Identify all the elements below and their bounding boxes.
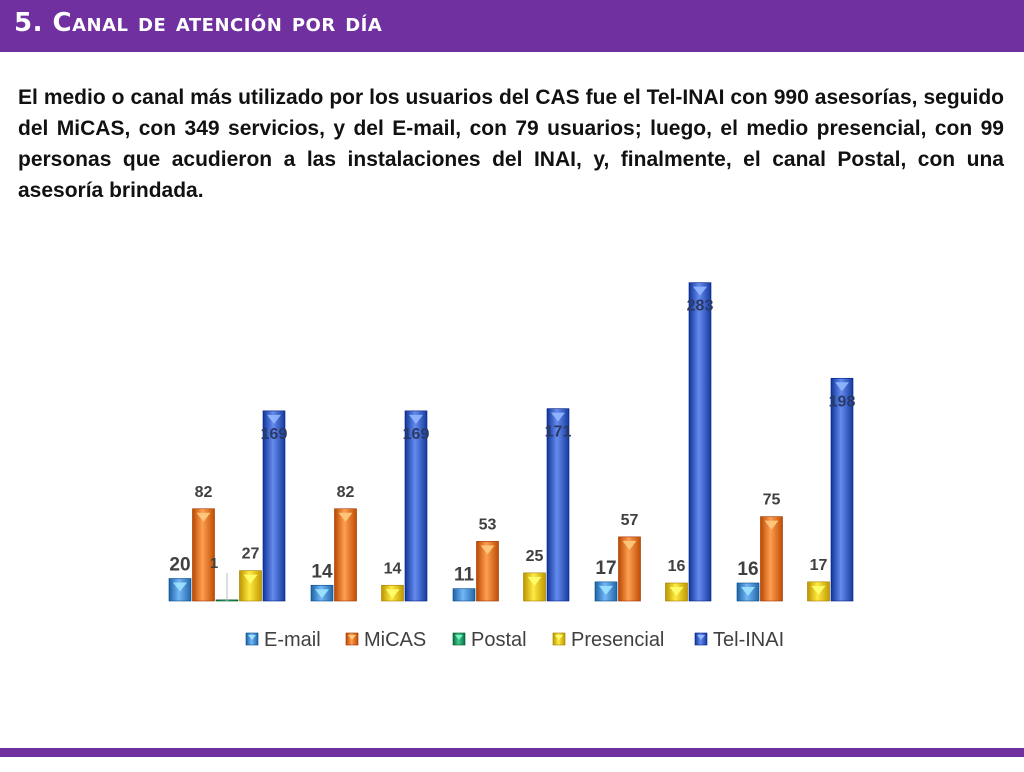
bar-bevel: [196, 512, 211, 522]
bar-tel-inai-2: [404, 410, 428, 602]
legend-label-postal: Postal: [471, 629, 527, 651]
value-label-tel-inai-1: 169: [261, 426, 288, 443]
bar-bevel: [315, 589, 329, 599]
legend-label-micas: MiCAS: [364, 629, 426, 651]
value-label-email-4: 17: [595, 558, 616, 579]
value-label-email-5: 16: [737, 559, 758, 580]
value-label-micas-2: 82: [337, 484, 355, 501]
value-label-tel-inai-3: 171: [545, 424, 572, 441]
bar-presencial-3: [523, 572, 546, 602]
bar-micas-5: [760, 516, 783, 602]
bar-bevel: [741, 587, 755, 596]
value-label-micas-1: 82: [195, 484, 213, 501]
bar-bevel: [243, 574, 258, 584]
value-label-tel-inai-4: 283: [687, 298, 714, 315]
bar-bevel: [173, 582, 187, 592]
bar-tel-inai-1: [262, 410, 286, 602]
bar-bevel: [267, 414, 281, 424]
bar-tel-inai-5: [830, 377, 854, 602]
slide-title: 5. Canal de atención por día: [14, 8, 383, 38]
value-label-email-1: 20: [169, 555, 190, 576]
bar-micas-3: [476, 541, 499, 602]
legend-swatch-bevel: [555, 635, 563, 640]
value-label-presencial-1: 27: [242, 546, 260, 563]
bar-bevel: [527, 576, 542, 586]
legend-swatch-bevel: [348, 635, 356, 640]
slide-paragraph: El medio o canal más utilizado por los u…: [18, 86, 1004, 202]
value-label-postal-1: 1: [210, 555, 218, 572]
value-label-micas-5: 75: [763, 492, 781, 509]
bar-bevel: [551, 412, 565, 422]
value-label-tel-inai-5: 198: [829, 393, 856, 410]
value-label-email-2: 14: [311, 561, 333, 582]
legend-swatch-bevel: [248, 635, 256, 640]
bar-email-3: [452, 588, 476, 602]
bar-bevel: [693, 286, 707, 296]
bar-bevel: [811, 585, 826, 595]
value-label-tel-inai-2: 169: [403, 426, 430, 443]
legend-label-email: E-mail: [264, 629, 321, 651]
bar-bevel: [385, 589, 400, 599]
legend-label-tel-inai: Tel-INAI: [713, 629, 784, 651]
bar-bevel: [622, 540, 637, 550]
value-label-presencial-3: 25: [526, 548, 544, 565]
bottom-bar: [0, 748, 1024, 757]
legend-label-presencial: Presencial: [571, 629, 664, 651]
value-label-presencial-5: 17: [810, 557, 828, 574]
value-label-presencial-4: 16: [668, 558, 686, 575]
bar-bevel: [835, 382, 849, 392]
bar-micas-2: [334, 508, 357, 602]
bar-presencial-1: [239, 570, 262, 602]
bar-micas-4: [618, 536, 641, 602]
bar-bevel: [409, 414, 423, 424]
bar-bevel: [599, 585, 613, 595]
bar-bevel: [764, 520, 779, 530]
bar-bevel: [338, 512, 353, 522]
bar-tel-inai-3: [546, 408, 570, 602]
value-label-micas-4: 57: [621, 512, 639, 529]
value-label-micas-3: 53: [479, 516, 497, 533]
value-label-email-3: 11: [454, 565, 475, 586]
legend-swatch-bevel: [455, 635, 463, 640]
bar-micas-1: [192, 508, 215, 602]
value-label-presencial-2: 14: [384, 560, 402, 577]
bar-tel-inai-4: [688, 282, 712, 602]
title-bar: 5. Canal de atención por día: [0, 0, 1024, 52]
bar-bevel: [480, 545, 495, 555]
bar-bevel: [669, 587, 684, 596]
legend-swatch-bevel: [697, 635, 705, 640]
